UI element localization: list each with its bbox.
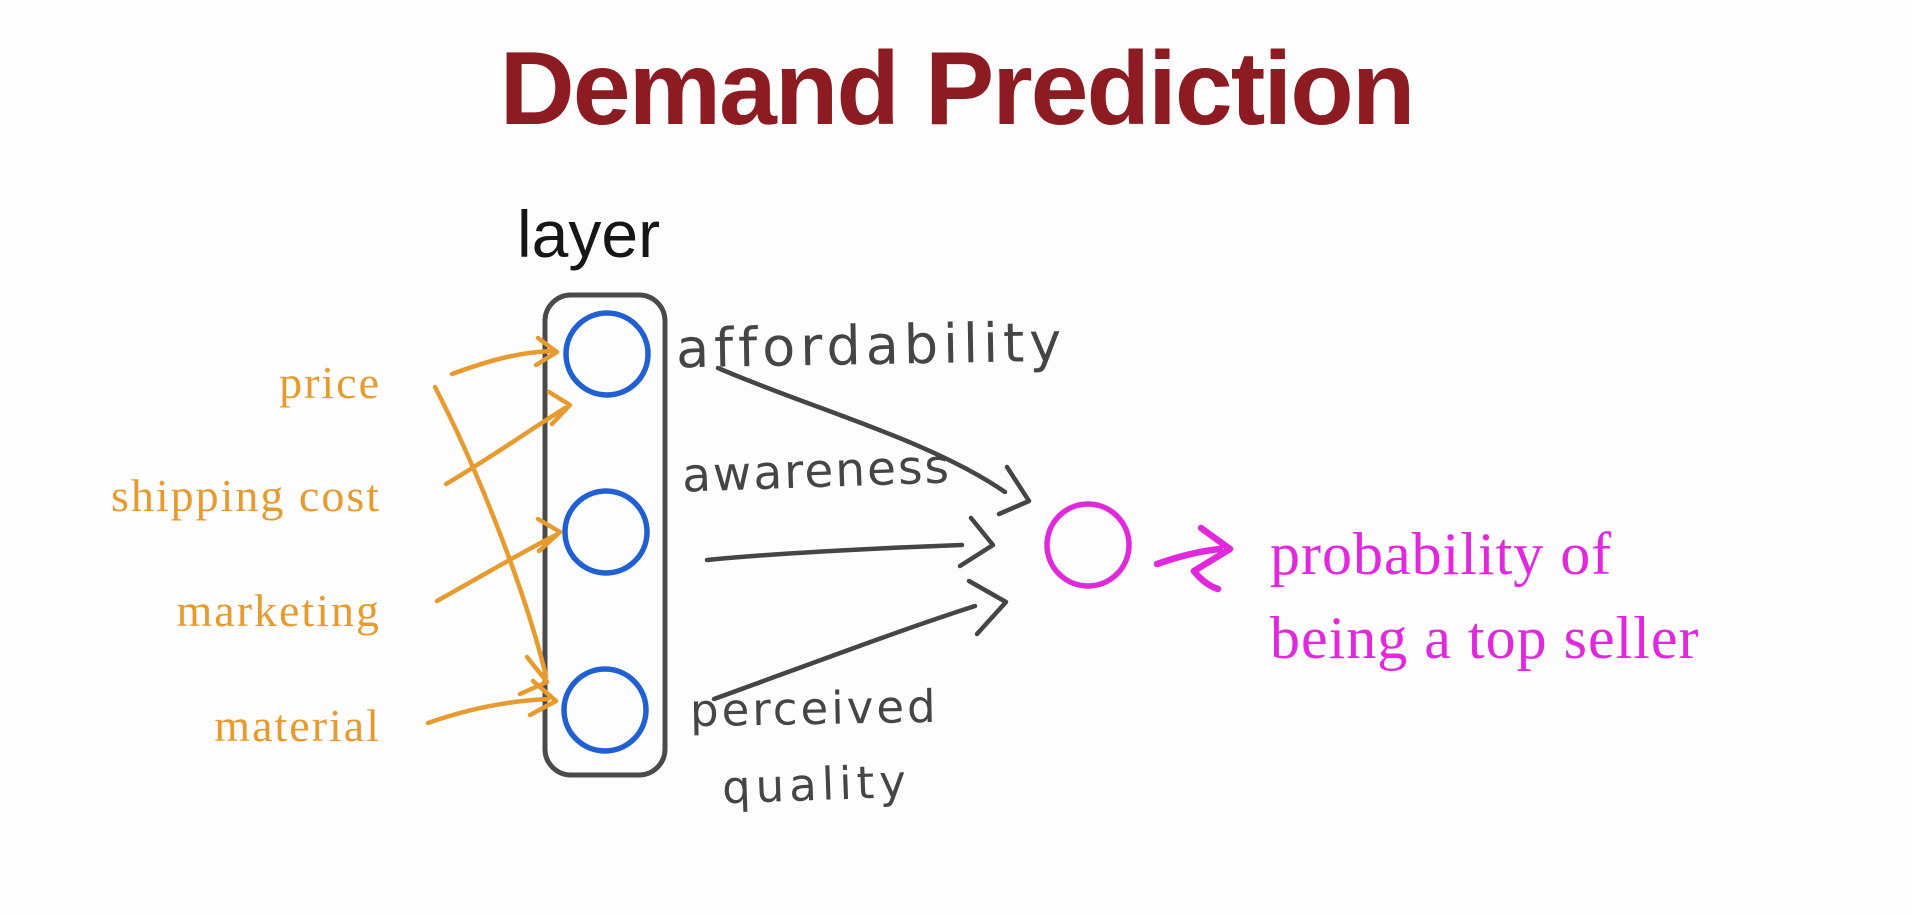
hidden-neuron-3: [561, 666, 649, 754]
output-arrow: [1153, 524, 1234, 593]
input-label-price: price: [279, 357, 381, 408]
hidden-label-awareness: awareness: [681, 439, 952, 504]
hidden-label-affordability: affordability: [675, 310, 1067, 381]
output-label: probability of being a top seller: [1270, 512, 1700, 680]
output-neuron: [1044, 501, 1132, 589]
arrow-awareness-to-output: [704, 515, 996, 569]
arrow-quality-to-output: [711, 578, 1009, 702]
output-label-line2: being a top seller: [1270, 605, 1700, 671]
layer-box: [542, 292, 668, 778]
output-label-line1: probability of: [1270, 521, 1613, 587]
arrow-affordability-to-output: [715, 365, 1032, 517]
hidden-neuron-2: [562, 488, 650, 576]
layer-label: layer: [517, 197, 661, 271]
input-label-material: material: [214, 700, 381, 751]
slide-title: Demand Prediction: [499, 31, 1416, 147]
input-label-shipping-cost: shipping cost: [110, 470, 381, 521]
arrow-price-to-neuron1: [449, 335, 560, 377]
arrow-shipping-to-neuron1: [443, 389, 573, 487]
hidden-label-quality: quality: [721, 754, 912, 815]
hidden-neuron-1: [563, 310, 651, 398]
arrow-price-to-neuron3: [432, 384, 550, 697]
arrow-marketing-to-neuron2: [434, 516, 563, 604]
arrow-material-to-neuron3: [425, 678, 559, 726]
hidden-label-perceived: perceived: [689, 679, 940, 738]
input-label-marketing: marketing: [176, 585, 381, 636]
